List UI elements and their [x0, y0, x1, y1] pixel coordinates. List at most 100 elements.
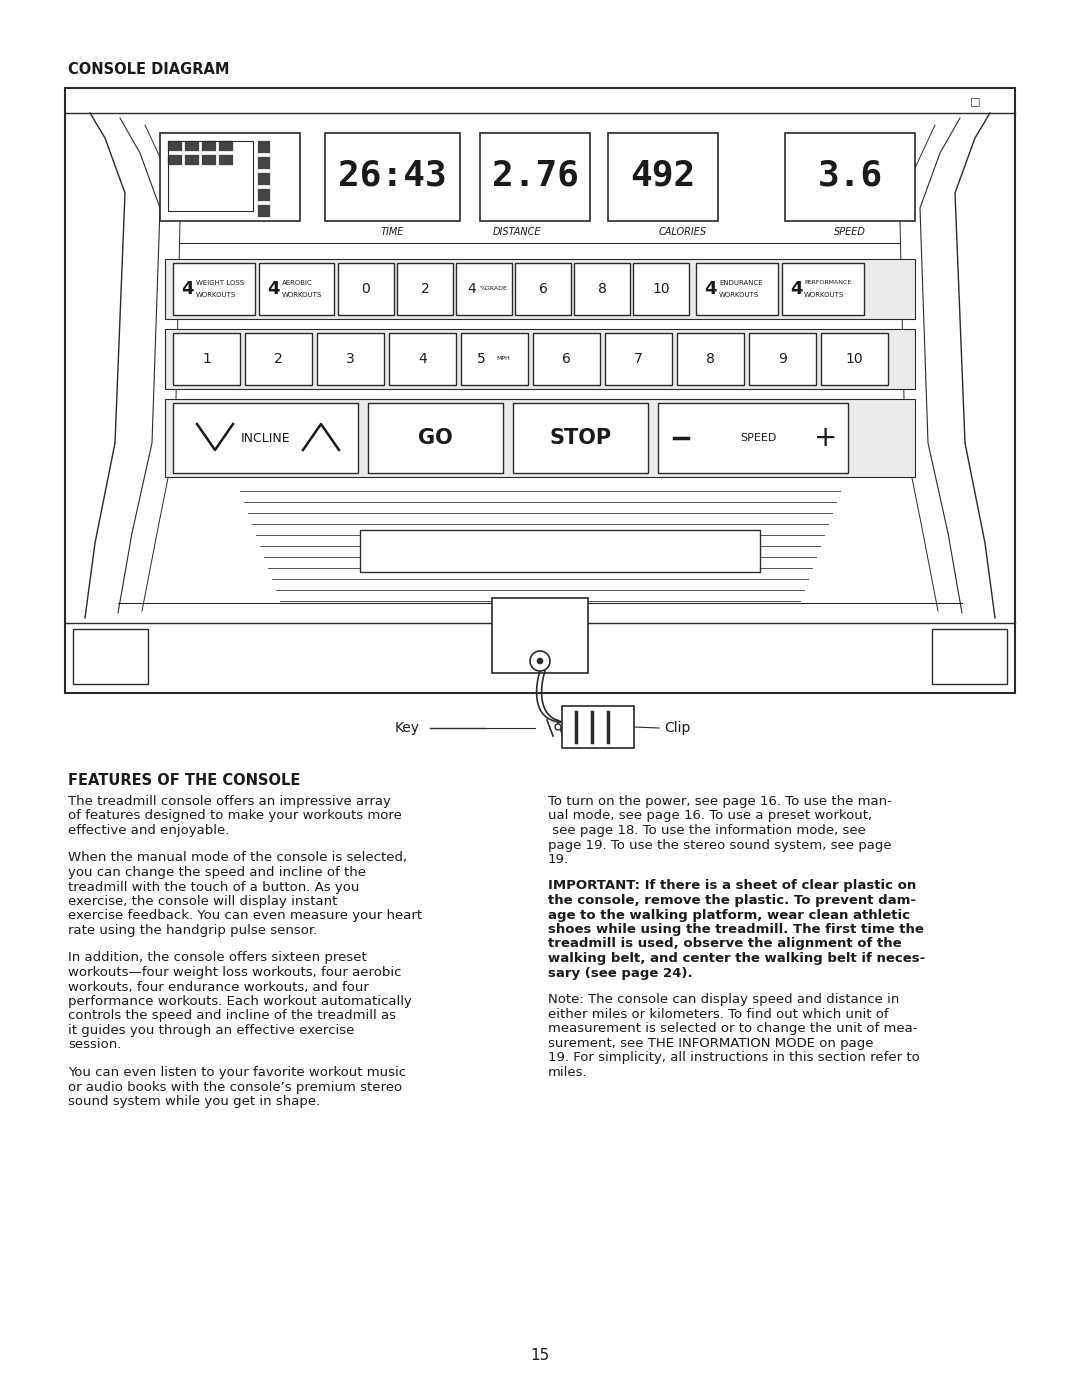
Bar [259, 263, 334, 314]
Text: the console, remove the plastic. To prevent dam-: the console, remove the plastic. To prev… [548, 894, 916, 907]
Text: 1: 1 [202, 352, 211, 366]
Text: exercise feedback. You can even measure your heart: exercise feedback. You can even measure … [68, 909, 422, 922]
Text: 4: 4 [468, 282, 476, 296]
Text: surement, see THE INFORMATION MODE on page: surement, see THE INFORMATION MODE on pa… [548, 1037, 874, 1049]
Text: of features designed to make your workouts more: of features designed to make your workou… [68, 809, 402, 823]
Bar [258, 173, 270, 184]
Bar [605, 332, 672, 386]
Text: 8: 8 [706, 352, 715, 366]
Bar [318, 332, 384, 386]
Bar [633, 263, 689, 314]
Text: GO: GO [418, 427, 453, 448]
Bar [258, 189, 270, 201]
Text: WEIGHT LOSS: WEIGHT LOSS [195, 279, 244, 286]
Text: 492: 492 [631, 158, 696, 191]
Text: 4: 4 [181, 279, 193, 298]
Bar [258, 156, 270, 169]
Text: page 19. To use the stereo sound system, see page: page 19. To use the stereo sound system,… [548, 838, 892, 852]
Text: workouts—four weight loss workouts, four aerobic: workouts—four weight loss workouts, four… [68, 965, 402, 979]
Bar [173, 402, 357, 474]
Text: performance workouts. Each workout automatically: performance workouts. Each workout autom… [68, 995, 411, 1009]
Bar [173, 332, 240, 386]
Text: SPEED: SPEED [740, 433, 777, 443]
Bar [338, 263, 394, 314]
Text: miles.: miles. [548, 1066, 588, 1078]
Bar [168, 155, 183, 165]
Bar [782, 263, 864, 314]
Bar [821, 332, 888, 386]
Text: In addition, the console offers sixteen preset: In addition, the console offers sixteen … [68, 951, 367, 964]
Text: 2: 2 [420, 282, 430, 296]
Text: sound system while you get in shape.: sound system while you get in shape. [68, 1095, 321, 1108]
Text: WORKOUTS: WORKOUTS [719, 292, 759, 298]
Bar [492, 598, 588, 673]
Circle shape [555, 724, 561, 731]
Bar [368, 402, 503, 474]
Bar [258, 205, 270, 217]
Text: either miles or kilometers. To find out which unit of: either miles or kilometers. To find out … [548, 1007, 889, 1020]
Text: □: □ [970, 96, 981, 106]
Bar [219, 155, 233, 165]
Bar [202, 155, 216, 165]
Text: rate using the handgrip pulse sensor.: rate using the handgrip pulse sensor. [68, 923, 318, 937]
Text: ENDURANCE: ENDURANCE [719, 279, 762, 286]
Bar [245, 332, 312, 386]
Text: 9: 9 [778, 352, 787, 366]
Bar [165, 258, 915, 319]
Text: it guides you through an effective exercise: it guides you through an effective exerc… [68, 1024, 354, 1037]
Bar [397, 263, 453, 314]
Bar [534, 332, 600, 386]
Bar [456, 263, 512, 314]
Text: You can even listen to your favorite workout music: You can even listen to your favorite wor… [68, 1066, 406, 1078]
Text: age to the walking platform, wear clean athletic: age to the walking platform, wear clean … [548, 908, 910, 922]
Bar [461, 332, 528, 386]
Text: +: + [814, 425, 838, 453]
Text: 19.: 19. [548, 854, 569, 866]
Bar [677, 332, 744, 386]
Text: WORKOUTS: WORKOUTS [804, 292, 845, 298]
Bar [258, 141, 270, 154]
Text: 4: 4 [267, 279, 280, 298]
Bar [750, 332, 816, 386]
Text: INCLINE: INCLINE [241, 432, 291, 444]
Bar [173, 263, 255, 314]
Bar [515, 263, 571, 314]
Text: WORKOUTS: WORKOUTS [195, 292, 237, 298]
Text: or audio books with the console’s premium stereo: or audio books with the console’s premiu… [68, 1080, 402, 1094]
Text: 26:43: 26:43 [338, 158, 447, 191]
Text: When the manual mode of the console is selected,: When the manual mode of the console is s… [68, 852, 407, 865]
Bar [932, 629, 1007, 685]
Text: To turn on the power, see page 16. To use the man-: To turn on the power, see page 16. To us… [548, 795, 892, 807]
Bar [65, 88, 1015, 693]
Text: The treadmill console offers an impressive array: The treadmill console offers an impressi… [68, 795, 391, 807]
Text: DISTANCE: DISTANCE [492, 226, 541, 237]
Text: shoes while using the treadmill. The first time the: shoes while using the treadmill. The fir… [548, 923, 923, 936]
Text: walking belt, and center the walking belt if neces-: walking belt, and center the walking bel… [548, 951, 926, 965]
Text: 10: 10 [846, 352, 863, 366]
Text: 0: 0 [362, 282, 370, 296]
Text: 3.6: 3.6 [818, 158, 882, 191]
Text: 6: 6 [539, 282, 548, 296]
Bar [389, 332, 456, 386]
Text: STOP: STOP [550, 427, 611, 448]
Text: PERFORMANCE: PERFORMANCE [804, 281, 851, 285]
Bar [73, 629, 148, 685]
Text: exercise, the console will display instant: exercise, the console will display insta… [68, 895, 337, 908]
Text: 10: 10 [652, 282, 670, 296]
Bar [165, 330, 915, 388]
Text: 4: 4 [418, 352, 427, 366]
Text: Note: The console can display speed and distance in: Note: The console can display speed and … [548, 993, 900, 1006]
Text: IMPORTANT: If there is a sheet of clear plastic on: IMPORTANT: If there is a sheet of clear … [548, 880, 916, 893]
Text: WORKOUTS: WORKOUTS [282, 292, 322, 298]
Text: Key: Key [395, 721, 420, 735]
Text: session.: session. [68, 1038, 121, 1052]
Bar [325, 133, 460, 221]
Bar [785, 133, 915, 221]
Text: measurement is selected or to change the unit of mea-: measurement is selected or to change the… [548, 1023, 918, 1035]
Bar [513, 402, 648, 474]
Bar [573, 263, 630, 314]
Bar [160, 133, 300, 221]
Text: 8: 8 [597, 282, 607, 296]
Bar [219, 141, 233, 151]
Bar [168, 141, 183, 151]
